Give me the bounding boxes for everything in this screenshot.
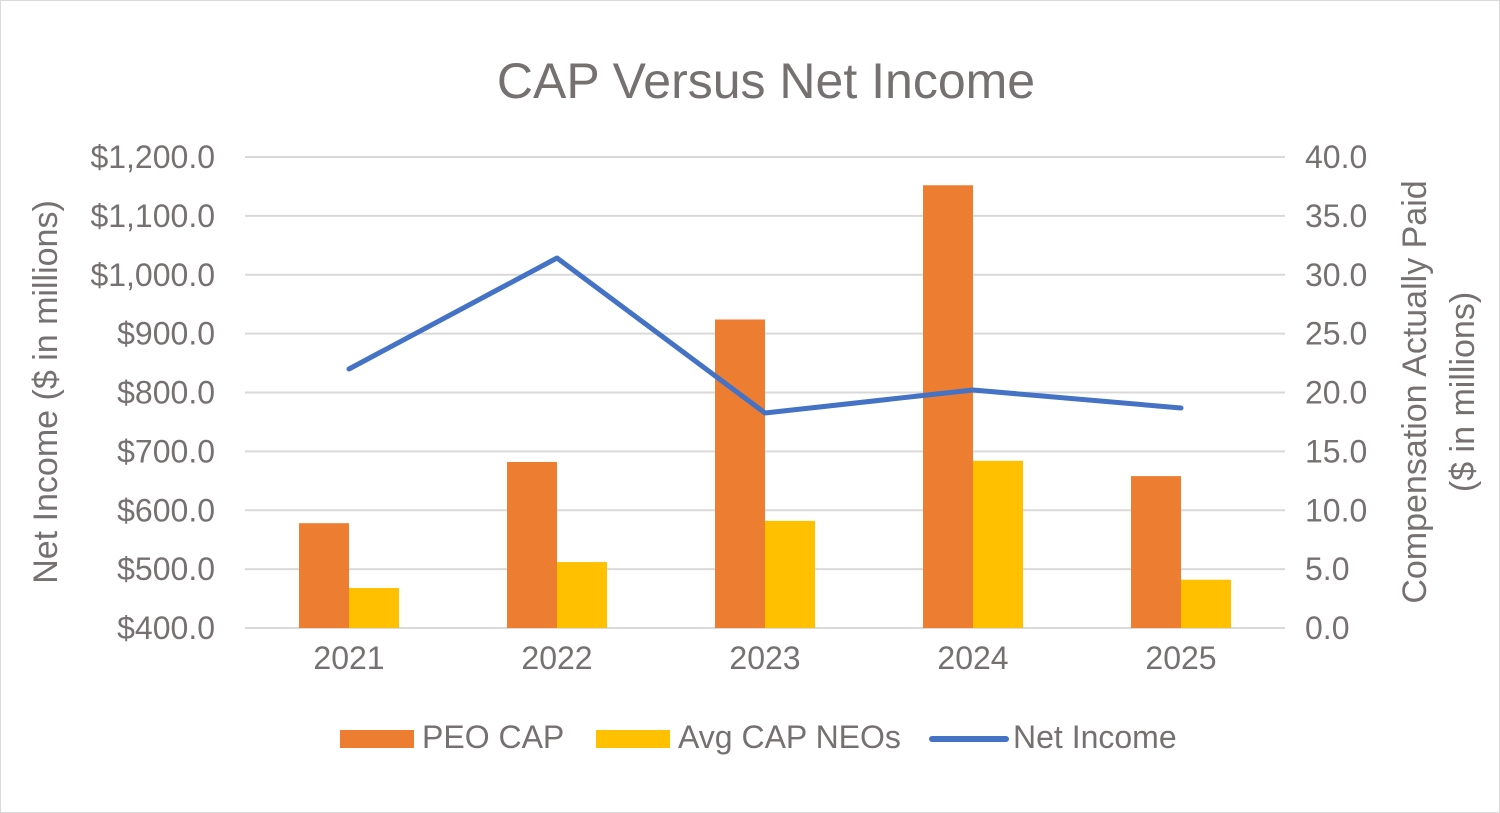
right-tick-label: 40.0 (1305, 139, 1367, 175)
bar-avg-cap-neos-2024 (973, 460, 1023, 628)
left-axis-label: Net Income ($ in millions) (27, 200, 65, 584)
x-tick-label: 2025 (1145, 640, 1216, 676)
right-tick-label: 30.0 (1305, 257, 1367, 293)
net-income-line (346, 255, 1184, 416)
right-axis-ticks: 40.0 35.0 30.0 25.0 20.0 15.0 10.0 5.0 0.0 (1305, 139, 1367, 646)
right-tick-label: 15.0 (1305, 433, 1367, 469)
legend-swatch-peo-cap (340, 730, 414, 748)
legend-label-peo-cap: PEO CAP (422, 719, 564, 755)
legend: PEO CAP Avg CAP NEOs Net Income (340, 719, 1177, 755)
right-tick-label: 25.0 (1305, 316, 1367, 352)
legend-swatch-avg-cap-neos (596, 730, 670, 748)
right-tick-label: 5.0 (1305, 551, 1349, 587)
left-tick-label: $800.0 (117, 375, 215, 411)
net-income-line-group (346, 255, 1184, 416)
right-tick-label: 10.0 (1305, 492, 1367, 528)
right-tick-label: 35.0 (1305, 198, 1367, 234)
left-tick-label: $1,200.0 (90, 139, 215, 175)
bar-peo-cap-2023 (715, 319, 765, 628)
right-tick-label: 20.0 (1305, 375, 1367, 411)
bar-avg-cap-neos-2021 (349, 587, 399, 628)
bars (299, 185, 1231, 628)
x-tick-label: 2022 (521, 640, 592, 676)
chart-title: CAP Versus Net Income (497, 53, 1035, 109)
bar-avg-cap-neos-2023 (765, 520, 815, 628)
right-tick-label: 0.0 (1305, 610, 1349, 646)
legend-label-avg-cap-neos: Avg CAP NEOs (678, 719, 901, 755)
bar-peo-cap-2025 (1131, 476, 1181, 628)
bar-avg-cap-neos-2022 (557, 562, 607, 628)
legend-label-net-income: Net Income (1013, 719, 1177, 755)
bar-peo-cap-2021 (299, 523, 349, 628)
x-axis-ticks: 2021 2022 2023 2024 2025 (313, 640, 1216, 676)
bar-peo-cap-2022 (507, 461, 557, 628)
right-axis-label-line2: ($ in millions) (1444, 292, 1482, 492)
bar-avg-cap-neos-2025 (1181, 579, 1231, 628)
left-axis-ticks: $1,200.0 $1,100.0 $1,000.0 $900.0 $800.0 $700… (90, 139, 215, 646)
x-tick-label: 2024 (937, 640, 1008, 676)
left-tick-label: $500.0 (117, 551, 215, 587)
x-tick-label: 2023 (729, 640, 800, 676)
left-tick-label: $600.0 (117, 492, 215, 528)
left-tick-label: $400.0 (117, 610, 215, 646)
left-tick-label: $700.0 (117, 433, 215, 469)
x-tick-label: 2021 (313, 640, 384, 676)
bar-peo-cap-2024 (923, 185, 973, 628)
right-axis-label-line1: Compensation Actually Paid (1396, 180, 1434, 603)
left-tick-label: $1,100.0 (90, 198, 215, 234)
left-tick-label: $1,000.0 (90, 257, 215, 293)
left-tick-label: $900.0 (117, 316, 215, 352)
